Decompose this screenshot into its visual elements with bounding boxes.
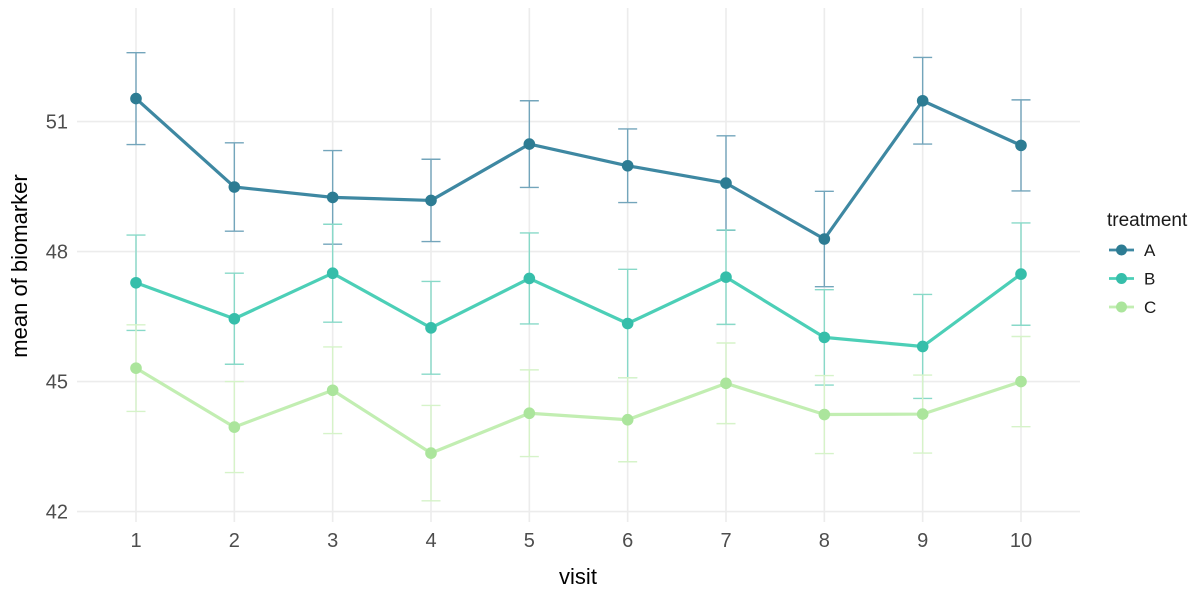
data-point-A-9 bbox=[916, 94, 929, 107]
data-point-B-7 bbox=[720, 271, 732, 283]
x-tick-label-2: 2 bbox=[229, 530, 240, 552]
data-point-C-8 bbox=[818, 408, 831, 421]
x-tick-label-4: 4 bbox=[425, 530, 436, 552]
y-tick-label-45: 45 bbox=[46, 372, 68, 394]
data-point-A-2 bbox=[228, 181, 241, 193]
x-tick-label-7: 7 bbox=[720, 530, 731, 552]
legend-title: treatment bbox=[1107, 210, 1188, 231]
y-axis-title: mean of biomarker bbox=[7, 174, 32, 357]
data-point-C-10 bbox=[1015, 375, 1027, 388]
data-point-A-7 bbox=[720, 177, 732, 189]
data-point-layer bbox=[130, 92, 1027, 459]
data-point-B-2 bbox=[228, 312, 241, 325]
series-line-C bbox=[134, 366, 1023, 455]
data-point-B-9 bbox=[916, 340, 929, 353]
data-point-C-7 bbox=[720, 377, 732, 390]
data-point-C-2 bbox=[228, 421, 241, 433]
legend-item-label: B bbox=[1144, 270, 1155, 289]
y-tick-label-42: 42 bbox=[46, 502, 68, 524]
legend-key-dot bbox=[1116, 301, 1127, 313]
data-point-A-10 bbox=[1015, 139, 1027, 152]
legend-item-B: B bbox=[1109, 270, 1155, 289]
x-tick-label-1: 1 bbox=[130, 530, 141, 552]
x-tick-label-8: 8 bbox=[819, 530, 830, 552]
data-point-A-5 bbox=[523, 138, 536, 150]
data-point-B-5 bbox=[523, 272, 536, 285]
data-point-C-5 bbox=[523, 407, 536, 420]
data-point-A-4 bbox=[425, 194, 437, 207]
data-point-C-6 bbox=[621, 413, 634, 426]
x-tick-label-10: 10 bbox=[1010, 530, 1032, 552]
data-point-C-4 bbox=[425, 447, 437, 459]
data-point-A-6 bbox=[621, 159, 634, 172]
x-tick-label-6: 6 bbox=[622, 530, 633, 552]
data-point-A-3 bbox=[326, 191, 339, 204]
legend-key-dot bbox=[1116, 244, 1127, 256]
legend-key-dot bbox=[1116, 273, 1127, 284]
data-point-B-10 bbox=[1015, 268, 1027, 280]
data-point-A-8 bbox=[818, 233, 831, 245]
legend-item-label: A bbox=[1144, 241, 1156, 260]
x-axis-title: visit bbox=[559, 564, 597, 589]
legend-items: ABC bbox=[1109, 241, 1156, 317]
grid-layer bbox=[77, 8, 1080, 522]
data-point-B-6 bbox=[621, 317, 634, 330]
series-line-B bbox=[134, 271, 1023, 349]
y-tick-label-51: 51 bbox=[46, 112, 68, 134]
y-tick-label-48: 48 bbox=[46, 242, 68, 264]
data-point-B-8 bbox=[818, 331, 831, 344]
legend-item-C: C bbox=[1109, 298, 1156, 317]
data-point-C-3 bbox=[326, 384, 339, 397]
data-point-C-1 bbox=[130, 362, 142, 374]
x-tick-label-3: 3 bbox=[327, 530, 338, 552]
data-point-A-1 bbox=[130, 92, 142, 105]
error-bar-layer bbox=[126, 51, 1031, 502]
legend-item-label: C bbox=[1144, 298, 1156, 317]
x-tick-label-5: 5 bbox=[524, 530, 535, 552]
data-point-B-1 bbox=[130, 276, 142, 289]
data-point-B-3 bbox=[326, 267, 339, 280]
legend-item-A: A bbox=[1109, 241, 1156, 260]
data-point-C-9 bbox=[916, 408, 929, 420]
series-line-A bbox=[134, 96, 1023, 241]
series-line-layer bbox=[134, 96, 1023, 455]
data-point-B-4 bbox=[425, 322, 437, 334]
x-tick-label-9: 9 bbox=[917, 530, 928, 552]
